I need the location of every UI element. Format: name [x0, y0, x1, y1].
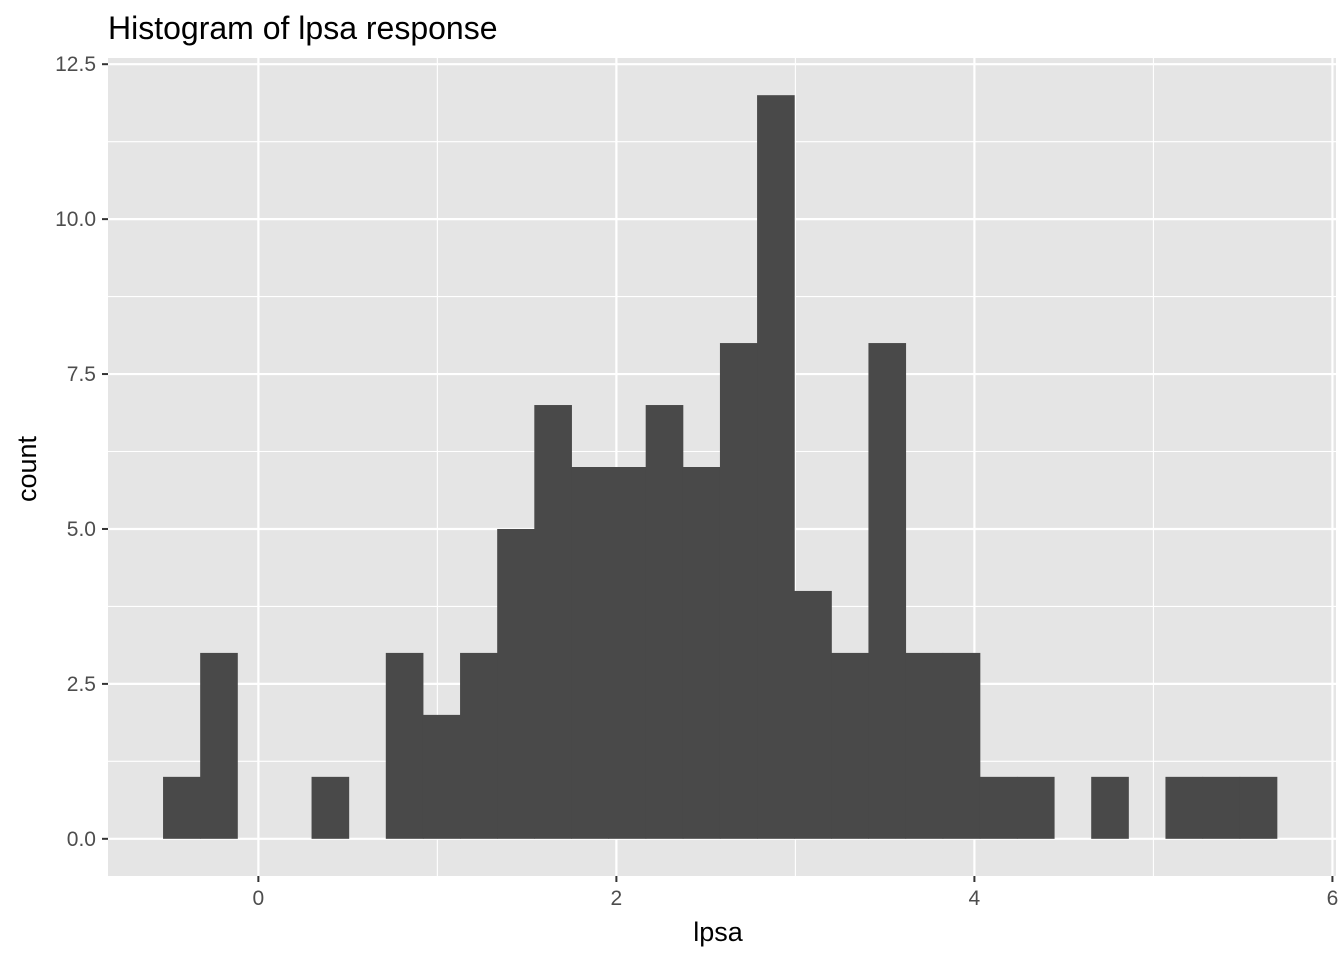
histogram-bar — [497, 528, 535, 839]
chart-title: Histogram of lpsa response — [108, 10, 498, 46]
histogram-bar — [794, 590, 832, 839]
x-tick-label: 0 — [253, 887, 265, 910]
y-tick-label: 12.5 — [55, 53, 96, 76]
histogram-bar — [1091, 776, 1129, 839]
y-tick-label: 5.0 — [67, 518, 96, 541]
x-axis: 0 2 4 6 — [253, 876, 1339, 910]
y-axis: 0.0 2.5 5.0 7.5 10.0 12.5 — [55, 53, 108, 851]
histogram-bar — [1016, 776, 1055, 839]
histogram-bar — [868, 343, 907, 839]
histogram-bar — [1165, 776, 1204, 839]
histogram-bars — [163, 95, 1278, 839]
y-tick-label: 0.0 — [67, 828, 96, 851]
x-tick-label: 2 — [611, 887, 623, 910]
histogram-bar — [608, 467, 647, 839]
histogram-bar — [385, 652, 424, 839]
histogram-bar — [571, 467, 610, 839]
histogram-bar — [682, 467, 721, 839]
histogram-bar — [200, 652, 238, 839]
x-tick-label: 4 — [969, 887, 981, 910]
y-tick-label: 2.5 — [67, 673, 96, 696]
histogram-bar — [422, 714, 461, 839]
histogram-bar — [534, 405, 572, 839]
histogram-bar — [831, 652, 869, 839]
y-tick-label: 10.0 — [55, 208, 96, 231]
histogram-bar — [757, 95, 795, 839]
histogram-bar — [719, 343, 758, 839]
histogram-bar — [1202, 776, 1241, 839]
histogram-bar — [942, 652, 981, 839]
x-tick-label: 6 — [1327, 887, 1339, 910]
y-tick-label: 7.5 — [67, 363, 96, 386]
histogram-bar — [460, 652, 498, 839]
x-axis-title: lpsa — [693, 917, 744, 947]
histogram-bar — [163, 776, 201, 839]
histogram-bar — [645, 405, 684, 839]
y-axis-title: count — [12, 435, 42, 502]
histogram-bar — [905, 652, 944, 839]
histogram-bar — [311, 776, 350, 839]
histogram-bar — [1239, 776, 1278, 839]
histogram-bar — [979, 776, 1018, 839]
